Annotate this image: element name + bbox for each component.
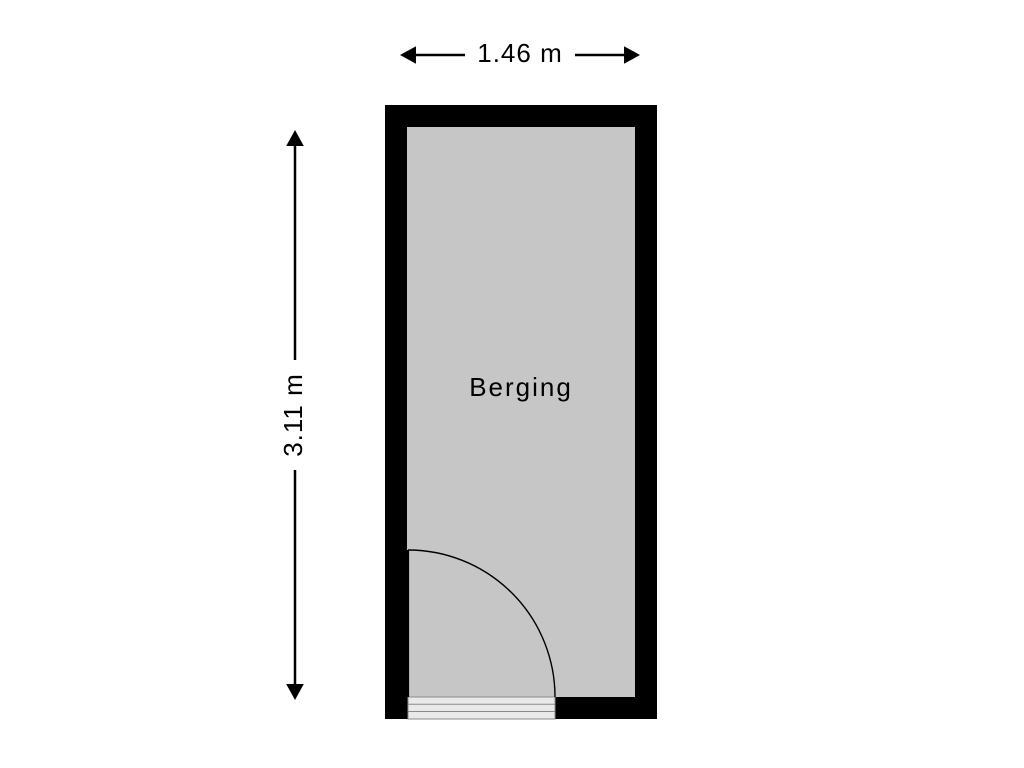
wall-bottom-right: [555, 697, 657, 719]
wall-left: [385, 105, 407, 719]
room-floor: [407, 127, 635, 697]
room-label: Berging: [469, 372, 573, 402]
wall-right: [635, 105, 657, 719]
wall-bottom-left: [385, 697, 408, 719]
door-threshold: [408, 697, 555, 719]
dim-height-label: 3.11 m: [278, 373, 308, 457]
dim-width-label: 1.46 m: [477, 38, 563, 68]
wall-top: [385, 105, 657, 127]
